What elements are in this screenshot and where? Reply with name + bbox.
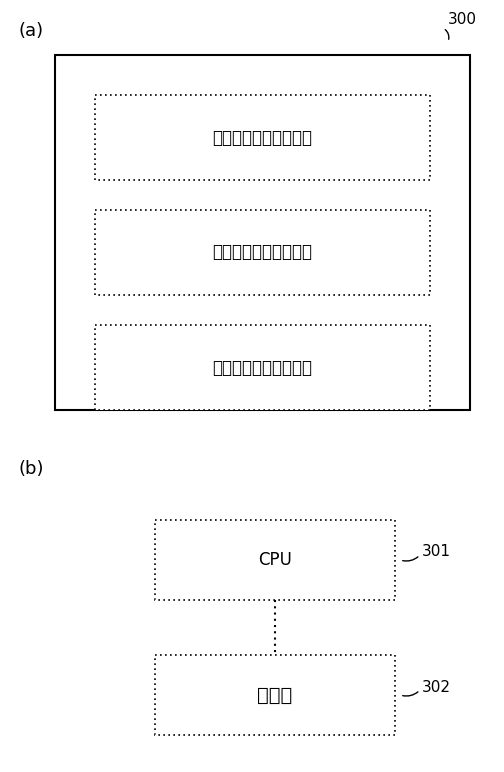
Text: (b): (b): [18, 460, 43, 478]
Text: 現在送信速度推定手段: 現在送信速度推定手段: [213, 243, 312, 262]
Bar: [95, 210, 430, 295]
Text: メモリ: メモリ: [258, 686, 293, 705]
Text: (a): (a): [18, 22, 43, 40]
Bar: [155, 520, 395, 600]
Text: 応答送信頻度決定手段: 応答送信頻度決定手段: [213, 358, 312, 377]
Bar: [95, 325, 430, 410]
Text: 目標送信速度推定手段: 目標送信速度推定手段: [213, 128, 312, 147]
Text: 302: 302: [422, 679, 451, 695]
Text: 301: 301: [422, 544, 451, 560]
Bar: [155, 655, 395, 735]
Text: CPU: CPU: [258, 551, 292, 569]
Bar: [55, 55, 470, 410]
Text: 300: 300: [448, 12, 477, 27]
Bar: [95, 95, 430, 180]
